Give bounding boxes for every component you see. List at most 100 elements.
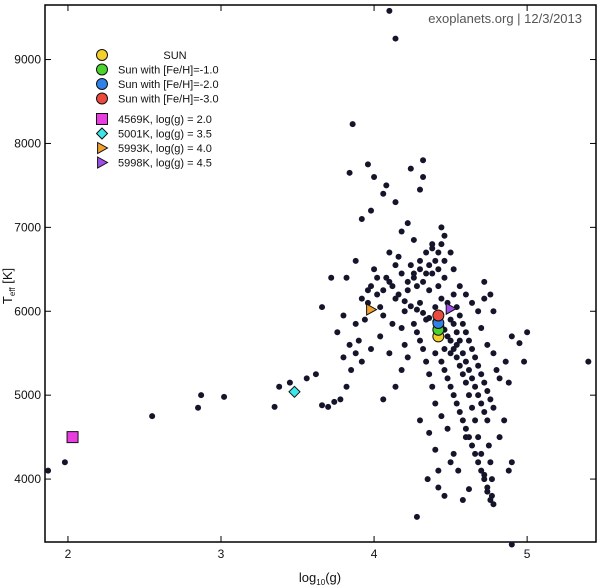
y-axis-ticks: 4000 5000 6000 7000 8000 9000 bbox=[14, 53, 596, 486]
data-point bbox=[459, 371, 466, 378]
data-point bbox=[455, 467, 462, 474]
data-point bbox=[398, 270, 405, 277]
data-point bbox=[61, 459, 68, 466]
data-point bbox=[469, 299, 476, 306]
data-point bbox=[475, 434, 482, 441]
data-point bbox=[352, 320, 359, 327]
data-point bbox=[410, 320, 417, 327]
data-point bbox=[389, 320, 396, 327]
data-point bbox=[352, 350, 359, 357]
data-point bbox=[462, 379, 469, 386]
data-point bbox=[469, 375, 476, 382]
data-point bbox=[398, 228, 405, 235]
data-point bbox=[377, 333, 384, 340]
data-point bbox=[447, 316, 454, 323]
data-point bbox=[447, 459, 454, 466]
data-point bbox=[420, 174, 427, 181]
data-point bbox=[453, 341, 460, 348]
legend-label: 5001K, log(g) = 3.5 bbox=[118, 129, 212, 141]
data-point bbox=[395, 253, 402, 260]
data-point bbox=[380, 287, 387, 294]
data-point bbox=[484, 484, 491, 491]
data-point bbox=[469, 404, 476, 411]
data-point bbox=[401, 308, 408, 315]
data-point bbox=[472, 450, 479, 457]
data-point bbox=[459, 350, 466, 357]
data-point bbox=[380, 190, 387, 197]
highlight-marker bbox=[366, 303, 378, 316]
data-point bbox=[420, 346, 427, 353]
data-point bbox=[340, 354, 347, 361]
data-point bbox=[435, 283, 442, 290]
data-point bbox=[386, 7, 393, 14]
data-point bbox=[149, 413, 156, 420]
data-point bbox=[450, 346, 457, 353]
data-point bbox=[426, 262, 433, 269]
data-point bbox=[432, 446, 439, 453]
data-point bbox=[404, 278, 411, 285]
data-point bbox=[441, 232, 448, 239]
data-point bbox=[472, 354, 479, 361]
data-point bbox=[432, 304, 439, 311]
data-point bbox=[438, 358, 445, 365]
data-point bbox=[478, 467, 485, 474]
data-point bbox=[493, 366, 500, 373]
data-point bbox=[404, 354, 411, 361]
data-point bbox=[358, 358, 365, 365]
data-point bbox=[505, 467, 512, 474]
data-point bbox=[416, 266, 423, 273]
data-point bbox=[447, 383, 454, 390]
x-tick-label: 3 bbox=[218, 547, 225, 561]
data-point bbox=[478, 400, 485, 407]
data-point bbox=[413, 283, 420, 290]
data-point bbox=[371, 266, 378, 273]
y-tick-label: 9000 bbox=[14, 53, 41, 67]
data-point bbox=[423, 358, 430, 365]
data-point bbox=[361, 316, 368, 323]
y-tick-label: 7000 bbox=[14, 220, 41, 234]
data-point bbox=[334, 329, 341, 336]
data-point bbox=[453, 329, 460, 336]
data-point bbox=[441, 366, 448, 373]
data-point bbox=[319, 402, 326, 409]
data-point bbox=[337, 396, 344, 403]
data-point bbox=[456, 337, 463, 344]
data-point bbox=[435, 484, 442, 491]
data-point bbox=[469, 346, 476, 353]
data-point bbox=[325, 403, 332, 410]
legend-marker bbox=[96, 113, 108, 125]
legend-marker bbox=[97, 156, 109, 169]
data-point bbox=[450, 320, 457, 327]
data-point bbox=[462, 425, 469, 432]
highlight-marker bbox=[432, 309, 445, 322]
data-point bbox=[456, 283, 463, 290]
data-point bbox=[432, 400, 439, 407]
data-point bbox=[484, 488, 491, 495]
data-point bbox=[343, 383, 350, 390]
data-point bbox=[444, 375, 451, 382]
data-point bbox=[416, 417, 423, 424]
data-point bbox=[426, 429, 433, 436]
data-point bbox=[475, 362, 482, 369]
data-point bbox=[398, 325, 405, 332]
data-point bbox=[516, 340, 523, 347]
data-point bbox=[462, 358, 469, 365]
data-point bbox=[453, 400, 460, 407]
data-point bbox=[459, 417, 466, 424]
data-point bbox=[371, 174, 378, 181]
data-point bbox=[484, 417, 491, 424]
data-point bbox=[444, 425, 451, 432]
data-point bbox=[420, 157, 427, 164]
data-point bbox=[465, 392, 472, 399]
data-point bbox=[392, 295, 399, 302]
data-point bbox=[478, 371, 485, 378]
data-point bbox=[502, 358, 509, 365]
data-point bbox=[490, 308, 497, 315]
x-axis-label: log10(g) bbox=[299, 570, 341, 587]
data-point bbox=[221, 393, 228, 400]
data-point bbox=[348, 366, 355, 373]
highlight-marker bbox=[445, 302, 458, 316]
data-point bbox=[389, 283, 396, 290]
data-point bbox=[423, 249, 430, 256]
